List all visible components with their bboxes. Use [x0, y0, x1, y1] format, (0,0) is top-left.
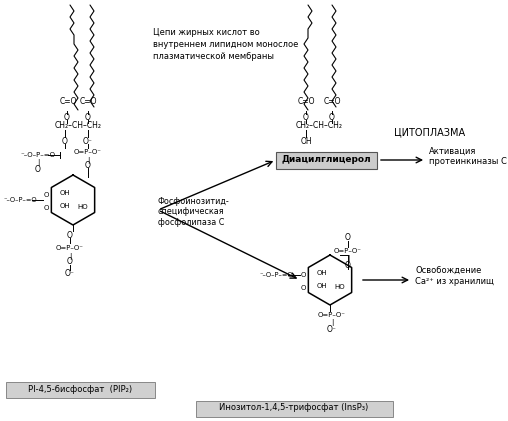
Text: |: | [347, 256, 349, 263]
Text: O: O [85, 162, 91, 171]
Text: O: O [62, 136, 68, 146]
Text: HO: HO [78, 204, 88, 210]
Text: Активация
протеинкиназы C: Активация протеинкиназы C [429, 147, 507, 166]
Text: CH₂–CH–CH₂: CH₂–CH–CH₂ [296, 122, 342, 131]
FancyBboxPatch shape [275, 152, 376, 168]
Text: O: O [300, 285, 306, 291]
Text: OH: OH [316, 270, 327, 276]
Text: Освобождение
Ca²⁺ из хранилищ: Освобождение Ca²⁺ из хранилищ [415, 266, 494, 286]
Text: Инозитол-1,4,5-трифосфат (InsP₃): Инозитол-1,4,5-трифосфат (InsP₃) [219, 403, 369, 413]
Text: |: | [87, 157, 89, 163]
Text: O: O [67, 258, 73, 266]
Text: Диацилглицерол: Диацилглицерол [281, 155, 371, 165]
Text: O=P–O⁻: O=P–O⁻ [56, 245, 84, 251]
Text: OH: OH [59, 190, 70, 196]
Text: O: O [329, 112, 335, 122]
Text: O⁻: O⁻ [327, 325, 337, 333]
Text: O: O [67, 231, 73, 240]
Text: O=P–O⁻: O=P–O⁻ [318, 312, 346, 318]
FancyBboxPatch shape [196, 400, 393, 416]
FancyBboxPatch shape [6, 381, 154, 397]
Text: O=P–O⁻: O=P–O⁻ [74, 149, 102, 155]
Text: Фосфоинозитид-
специфическая
фосфолипаза C: Фосфоинозитид- специфическая фосфолипаза… [158, 197, 230, 227]
Text: O: O [345, 261, 351, 269]
Text: C=O: C=O [323, 97, 341, 106]
Text: O: O [300, 272, 306, 278]
Text: |: | [37, 160, 39, 166]
Text: O⁻: O⁻ [65, 269, 75, 279]
Text: C=O: C=O [59, 97, 77, 106]
Text: O: O [35, 165, 41, 173]
Text: ⁻–O–P–=O: ⁻–O–P–=O [259, 272, 293, 278]
Text: O: O [85, 112, 91, 122]
Text: PI-4,5-бисфосфат  (PIP₂): PI-4,5-бисфосфат (PIP₂) [28, 384, 132, 394]
Text: C=O: C=O [297, 97, 315, 106]
Text: ⁻–O–P–=O: ⁻–O–P–=O [20, 152, 55, 158]
Text: O: O [43, 205, 49, 211]
Text: O⁻: O⁻ [83, 136, 93, 146]
Text: Цепи жирных кислот во
внутреннем липидном монослое
плазматической мембраны: Цепи жирных кислот во внутреннем липидно… [153, 28, 298, 61]
Text: C=O: C=O [79, 97, 97, 106]
Text: OH: OH [316, 283, 327, 289]
Text: OH: OH [300, 136, 312, 146]
Text: ЦИТОПЛАЗМА: ЦИТОПЛАЗМА [394, 127, 465, 137]
Text: |: | [331, 320, 333, 327]
Text: |: | [69, 253, 71, 259]
Text: O: O [345, 232, 351, 242]
Text: CH₂–CH–CH₂: CH₂–CH–CH₂ [54, 122, 102, 131]
Text: ⁻–O–P–=O: ⁻–O–P–=O [3, 197, 37, 203]
Text: O: O [43, 192, 49, 198]
Text: O: O [64, 112, 70, 122]
Text: HO: HO [335, 284, 345, 290]
Text: O=P–O⁻: O=P–O⁻ [334, 248, 362, 254]
Text: O: O [303, 112, 309, 122]
Text: OH: OH [59, 203, 70, 209]
